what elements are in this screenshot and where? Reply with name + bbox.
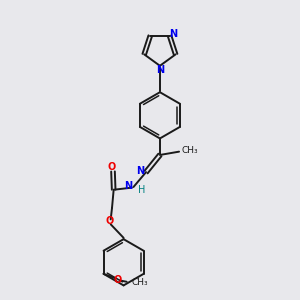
Text: N: N [124,181,133,191]
Text: H: H [138,184,145,195]
Text: N: N [136,167,144,176]
Text: CH₃: CH₃ [131,278,148,287]
Text: CH₃: CH₃ [181,146,198,155]
Text: N: N [169,29,178,39]
Text: O: O [113,275,122,285]
Text: O: O [106,216,114,226]
Text: O: O [107,162,116,172]
Text: N: N [156,65,164,75]
